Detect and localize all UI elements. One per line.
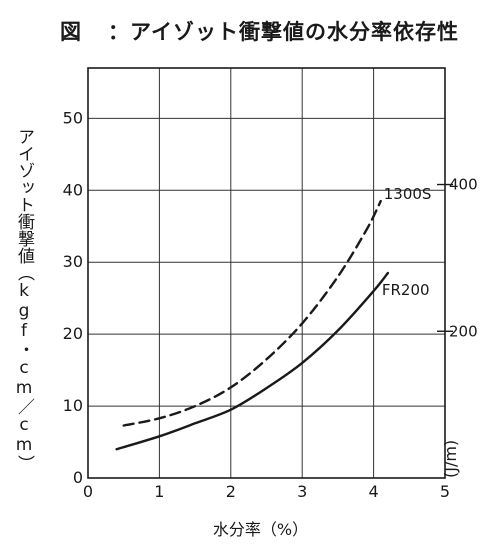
x-tick-label-4: 4 [369,482,379,501]
y-tick-label-40: 40 [63,180,83,199]
x-axis-label: 水分率（%） [213,520,308,539]
y-axis-label: アイゾット衝撃値（kgf・cm／cm） [14,128,35,472]
x-tick-label-0: 0 [83,482,93,501]
y-tick-label-0: 0 [73,468,83,487]
x-tick-label-2: 2 [226,482,236,501]
series-layer [115,199,390,451]
series-line-fr200 [115,271,390,451]
y-tick-label-20: 20 [63,324,83,343]
plot-frame [87,67,446,479]
label-layer: 1300S FR200 水分率（%） アイゾット衝撃値（kgf・cm／cm） (J/m) [14,128,460,539]
y2-tick-label-400: 400 [449,176,478,194]
y-tick-label-30: 30 [63,252,83,271]
x-tick-label-3: 3 [297,482,307,501]
y-tick-label-10: 10 [63,396,83,415]
series-label-1300s: 1300S [384,185,432,203]
y2-tick-label-200: 200 [449,322,478,340]
figure-title: ：アイゾット衝撃値の水分率依存性 [108,20,459,44]
x-tick-label-5: 5 [440,482,450,501]
series-line-1300s [122,199,382,427]
figure-prefix: 図 [60,20,82,44]
chart-title: 図 ：アイゾット衝撃値の水分率依存性 [60,16,459,46]
x-tick-label-1: 1 [154,482,164,501]
grid-layer [88,68,445,478]
y2-unit-label: (J/m) [441,440,460,478]
series-label-fr200: FR200 [382,281,430,299]
y-tick-label-50: 50 [63,108,83,127]
